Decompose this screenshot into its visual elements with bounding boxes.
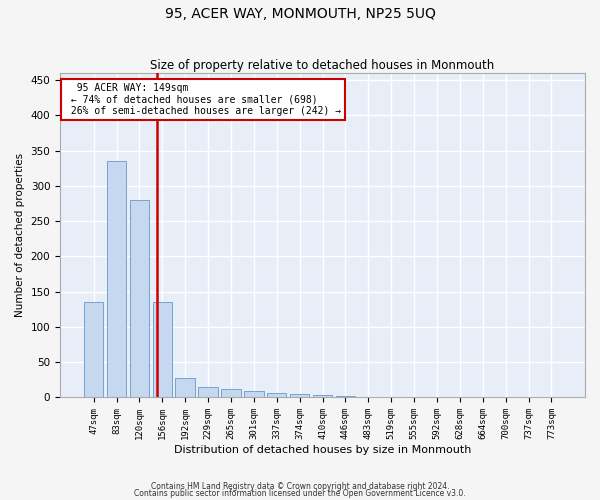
Bar [107, 162, 126, 398]
Text: Contains HM Land Registry data © Crown copyright and database right 2024.: Contains HM Land Registry data © Crown c… [151, 482, 449, 491]
Bar [244, 391, 263, 398]
Text: 95, ACER WAY, MONMOUTH, NP25 5UQ: 95, ACER WAY, MONMOUTH, NP25 5UQ [164, 8, 436, 22]
Bar [152, 302, 172, 398]
Bar [313, 396, 332, 398]
Bar [290, 394, 310, 398]
Bar [382, 397, 401, 398]
Bar [335, 396, 355, 398]
Title: Size of property relative to detached houses in Monmouth: Size of property relative to detached ho… [151, 59, 494, 72]
Bar [221, 389, 241, 398]
Bar [359, 397, 378, 398]
Bar [404, 397, 424, 398]
Bar [175, 378, 195, 398]
Bar [84, 302, 103, 398]
Bar [130, 200, 149, 398]
Bar [199, 387, 218, 398]
Y-axis label: Number of detached properties: Number of detached properties [15, 154, 25, 318]
X-axis label: Distribution of detached houses by size in Monmouth: Distribution of detached houses by size … [174, 445, 471, 455]
Text: 95 ACER WAY: 149sqm  
 ← 74% of detached houses are smaller (698)
 26% of semi-d: 95 ACER WAY: 149sqm ← 74% of detached ho… [65, 83, 341, 116]
Text: Contains public sector information licensed under the Open Government Licence v3: Contains public sector information licen… [134, 490, 466, 498]
Bar [267, 393, 286, 398]
